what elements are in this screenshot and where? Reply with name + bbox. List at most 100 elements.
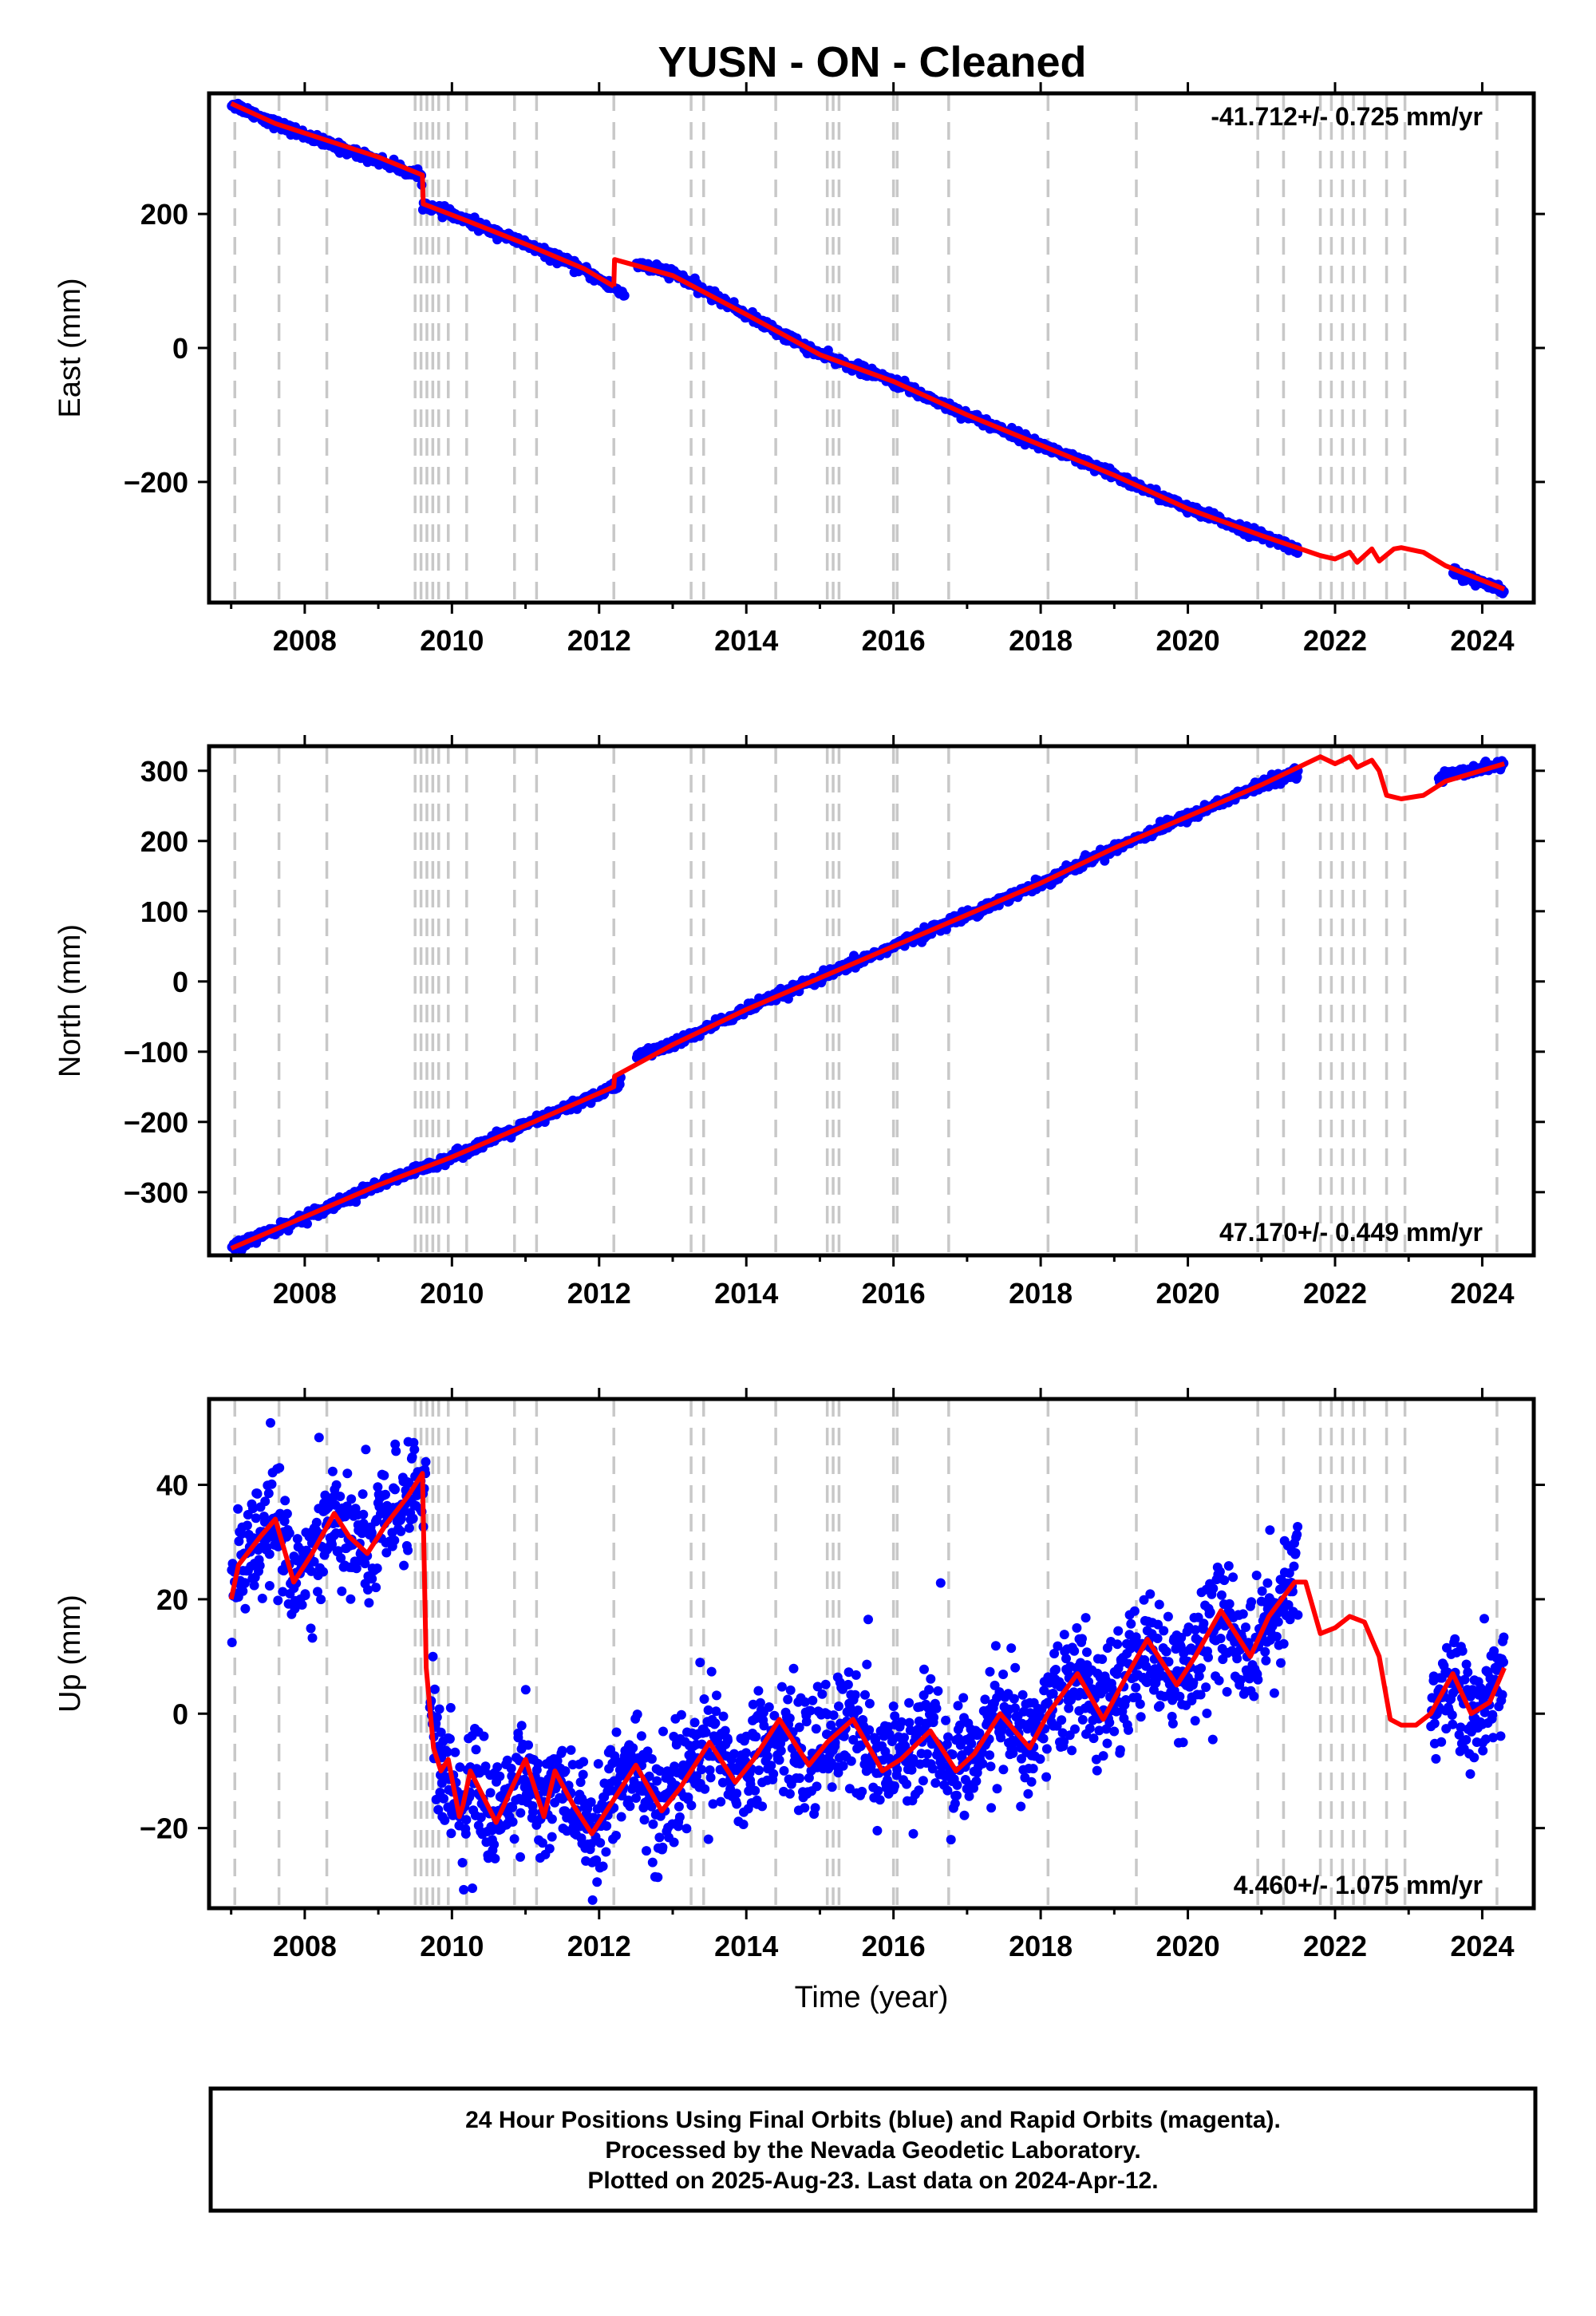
rate-annotation: -41.712+/- 0.725 mm/yr (1211, 102, 1483, 131)
data-point (801, 1717, 812, 1727)
data-point (929, 1713, 939, 1722)
data-point (808, 1695, 818, 1705)
data-point (644, 1771, 654, 1781)
data-point (290, 1603, 300, 1614)
data-point (1077, 1634, 1087, 1644)
data-point (1009, 1694, 1019, 1704)
data-point (445, 1702, 456, 1713)
data-point (459, 1884, 469, 1895)
data-point (508, 1816, 518, 1827)
data-point (811, 1724, 821, 1734)
data-point (1278, 1638, 1289, 1649)
data-point (812, 1781, 822, 1792)
north-panel: 2008 2010 2012 2014 2016 2018 2020 2022 2024−300… (53, 735, 1545, 1310)
data-point (1461, 1659, 1472, 1670)
data-point (652, 1776, 662, 1786)
data-point (302, 1219, 312, 1229)
data-point (259, 1517, 270, 1527)
data-point (943, 1732, 953, 1742)
data-point (971, 1776, 982, 1786)
data-point (1163, 1611, 1173, 1622)
data-point (716, 1796, 726, 1807)
data-point (843, 1679, 853, 1690)
y-tick-label: −300 (124, 1176, 188, 1209)
data-point (992, 1784, 1002, 1794)
data-point (1092, 1765, 1102, 1776)
data-point (1175, 1691, 1185, 1701)
data-point (654, 1832, 665, 1843)
data-point (1447, 1710, 1457, 1720)
data-point (1070, 1724, 1080, 1734)
data-point (460, 1828, 471, 1839)
data-point (533, 1758, 543, 1769)
data-point (485, 1788, 496, 1798)
data-point (1269, 1688, 1279, 1698)
data-point (732, 1788, 742, 1799)
data-point (1208, 1583, 1219, 1594)
data-point (358, 1519, 369, 1528)
data-point (1495, 1731, 1506, 1741)
data-point (695, 1658, 705, 1668)
data-point (479, 1731, 489, 1741)
data-point (759, 1721, 769, 1731)
data-point (918, 1776, 928, 1786)
data-point (964, 1791, 974, 1801)
plot-area (209, 1399, 1534, 1908)
data-point (1199, 1618, 1209, 1629)
data-point (1469, 1753, 1479, 1763)
data-point (309, 1556, 319, 1567)
data-point (239, 1578, 250, 1588)
data-point (959, 1810, 970, 1820)
data-point (560, 1766, 571, 1777)
x-tick-label: 2012 (567, 1930, 631, 1962)
data-point (676, 1709, 686, 1720)
data-point (779, 1765, 789, 1776)
data-point (1203, 1652, 1213, 1662)
data-point (705, 1765, 715, 1775)
data-point (1196, 1663, 1207, 1674)
data-point (738, 1820, 749, 1829)
data-point (537, 1838, 547, 1848)
data-point (1069, 1646, 1080, 1656)
data-point (264, 1581, 275, 1591)
data-point (838, 1761, 848, 1771)
data-point (1253, 1674, 1263, 1685)
data-point (1064, 1703, 1074, 1713)
data-point (390, 1484, 400, 1495)
data-point (703, 1834, 713, 1844)
data-point (1053, 1641, 1063, 1651)
data-point (516, 1852, 525, 1862)
data-point (489, 1840, 500, 1850)
y-tick-label: 200 (140, 825, 188, 858)
data-point (1429, 1718, 1440, 1729)
data-point (914, 1785, 924, 1796)
data-point (591, 1855, 602, 1865)
x-tick-label: 2012 (567, 1277, 631, 1310)
data-point (1238, 1609, 1248, 1619)
data-point (820, 1679, 831, 1690)
data-point (890, 1781, 899, 1791)
data-point (748, 1699, 758, 1709)
data-point (242, 1520, 252, 1531)
data-point (616, 1812, 626, 1822)
data-point (828, 1710, 839, 1721)
data-point (578, 1769, 588, 1780)
data-point (327, 1539, 337, 1550)
data-point (1163, 1657, 1174, 1667)
data-point (1084, 1723, 1095, 1733)
data-point (280, 1496, 290, 1506)
data-point (442, 1747, 452, 1757)
data-point (371, 1583, 381, 1593)
data-point (863, 1614, 873, 1625)
data-point (1155, 1701, 1165, 1711)
data-point (1193, 1612, 1203, 1622)
data-point (1010, 1703, 1020, 1713)
x-tick-label: 2018 (1009, 1930, 1073, 1962)
y-tick-label: 100 (140, 895, 188, 928)
data-point (1059, 1630, 1069, 1640)
data-point (628, 1743, 638, 1753)
data-point (587, 1839, 596, 1849)
data-point (833, 1768, 843, 1778)
data-point (444, 1733, 455, 1744)
data-point (275, 1463, 285, 1473)
